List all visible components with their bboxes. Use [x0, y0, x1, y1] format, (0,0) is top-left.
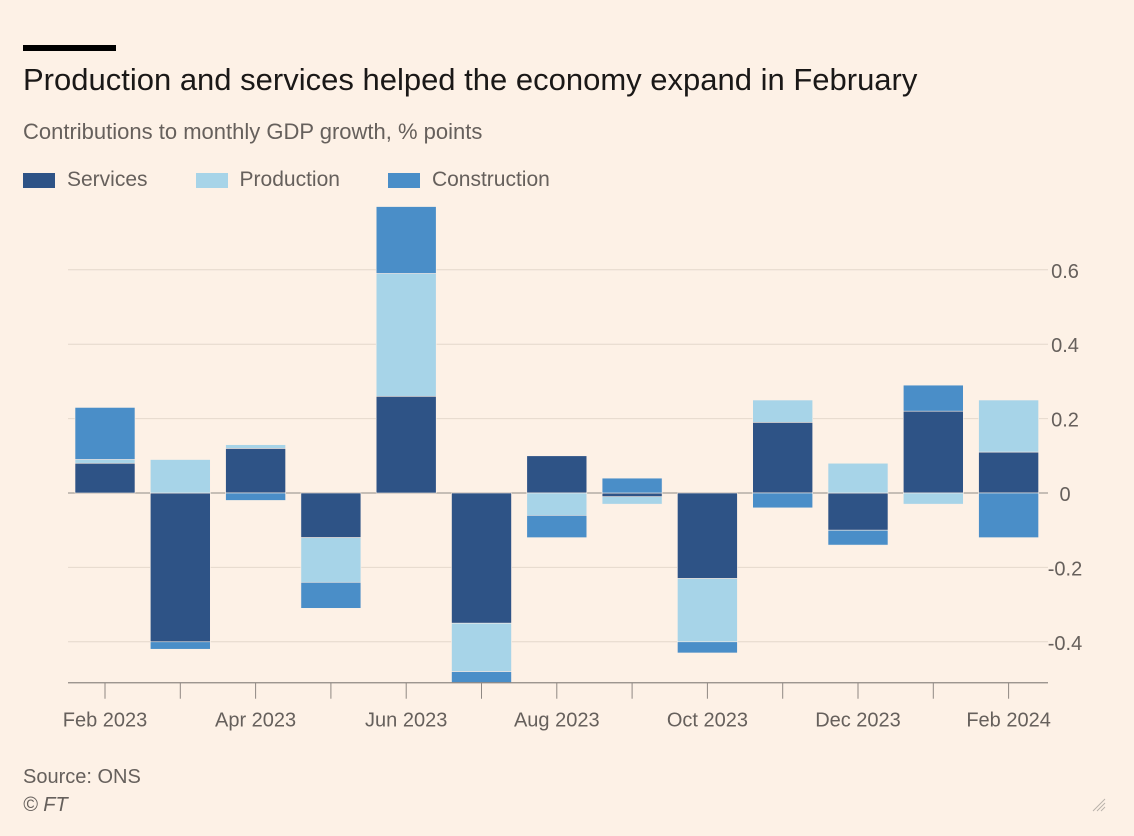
y-tick-label: 0.2 [1051, 410, 1079, 432]
bar-services [902, 410, 964, 494]
bar-production [225, 444, 286, 449]
bar-construction [74, 407, 136, 460]
source-note: Source: ONS [23, 766, 141, 788]
y-tick-label: 0.6 [1051, 261, 1079, 283]
x-tick-label: Apr 2023 [215, 710, 296, 732]
legend-label-production: Production [239, 168, 340, 191]
bar-construction [451, 671, 512, 684]
chart-title: Production and services helped the econo… [23, 62, 918, 97]
bar-production [74, 459, 136, 464]
bar-construction [300, 581, 362, 609]
bar-production [601, 496, 663, 505]
bar-construction [752, 492, 814, 509]
legend-swatch-construction [387, 172, 420, 188]
legend-label-services: Services [67, 168, 148, 191]
bar-construction [150, 641, 211, 650]
bar-services [451, 492, 512, 624]
bar-services [225, 448, 286, 494]
bar-services [752, 422, 814, 494]
x-tick-label: Feb 2023 [63, 710, 148, 732]
bar-production [150, 459, 211, 494]
x-tick-label: Jun 2023 [365, 710, 447, 732]
legend-item-production: Production [195, 168, 340, 192]
bar-construction [526, 515, 588, 538]
copyright-note: © FT [23, 794, 68, 816]
title-accent-bar [23, 45, 116, 51]
y-tick-label: -0.2 [1048, 558, 1082, 580]
legend-swatch-services [23, 172, 55, 188]
legend-item-construction: Construction [387, 168, 550, 192]
bar-services [526, 455, 588, 494]
bar-production [902, 492, 964, 505]
x-tick-label: Feb 2024 [966, 710, 1051, 732]
legend: Services Production Construction [23, 168, 598, 192]
bar-construction [601, 477, 663, 494]
bar-services [978, 451, 1039, 494]
y-tick-label: 0 [1059, 484, 1070, 506]
bar-services [827, 492, 889, 531]
y-tick-label: -0.4 [1048, 633, 1082, 655]
legend-label-construction: Construction [431, 168, 550, 191]
x-tick-label: Aug 2023 [514, 710, 600, 732]
x-tick-label: Oct 2023 [667, 710, 748, 732]
y-tick-label: 0.4 [1051, 335, 1079, 357]
bar-services [677, 492, 738, 579]
bar-production [978, 399, 1039, 453]
x-tick-label: Dec 2023 [815, 710, 901, 732]
legend-swatch-production [195, 172, 228, 188]
bar-services [74, 462, 136, 494]
bar-construction [978, 492, 1039, 538]
stacked-bar-chart: 0.6 0.4 0.2 0 -0.2 -0.4 Feb 2023 Apr 2023 Jun 20… [63, 206, 1082, 732]
chart-subtitle: Contributions to monthly GDP growth, % p… [23, 119, 483, 144]
bar-construction [225, 492, 286, 501]
bar-construction [677, 641, 738, 654]
bar-production [451, 622, 512, 672]
bar-production [300, 537, 362, 583]
bar-services [375, 395, 437, 494]
bar-production [526, 492, 588, 516]
bar-services [300, 492, 362, 538]
bar-services [601, 492, 663, 498]
legend-item-services: Services [23, 168, 148, 192]
bar-construction [827, 529, 889, 546]
bar-production [677, 578, 738, 643]
bar-construction [375, 206, 437, 274]
bar-services [150, 492, 211, 643]
bar-production [375, 273, 437, 397]
resize-handle-icon[interactable] [1090, 796, 1106, 812]
bar-production [827, 462, 889, 494]
bar-production [752, 399, 814, 423]
bar-construction [902, 384, 964, 412]
